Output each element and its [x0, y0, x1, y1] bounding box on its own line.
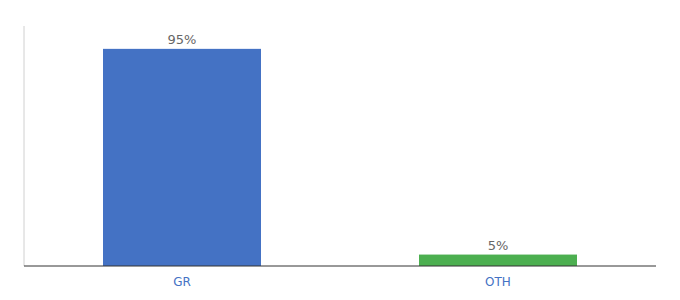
x-tick-label: OTH	[485, 275, 511, 289]
chart-container: 95% 5% GR OTH	[0, 0, 680, 300]
data-label: 5%	[488, 238, 509, 253]
bar	[103, 49, 261, 266]
chart: 95% 5% GR OTH	[0, 0, 680, 300]
data-label: 95%	[168, 32, 197, 47]
y-axis-line	[24, 26, 25, 266]
bar	[419, 255, 577, 266]
x-axis-line	[24, 266, 656, 267]
bars	[103, 49, 577, 266]
x-tick-label: GR	[173, 275, 191, 289]
